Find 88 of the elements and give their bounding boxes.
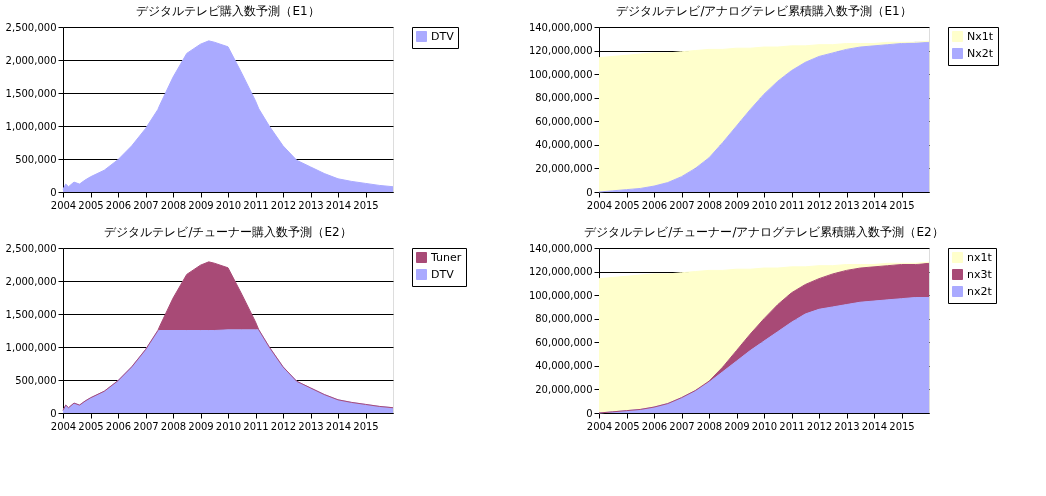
y-tick-label: 140,000,000 bbox=[528, 21, 593, 33]
x-tick-label: 2015 bbox=[353, 199, 379, 211]
x-tick-label: 2012 bbox=[806, 420, 833, 432]
x-tick-label: 2008 bbox=[160, 199, 187, 211]
chart-title: デジタルテレビ/アナログテレビ累積購入数予測（E1） bbox=[616, 4, 912, 18]
y-tick-label: 2,000,000 bbox=[5, 54, 57, 66]
x-tick-label: 2006 bbox=[641, 199, 668, 211]
x-tick-label: 2009 bbox=[188, 199, 214, 211]
y-tick-label: 500,000 bbox=[15, 153, 57, 165]
y-tick-label: 80,000,000 bbox=[535, 313, 593, 325]
x-tick-label: 2013 bbox=[298, 420, 324, 432]
x-tick-label: 2012 bbox=[270, 420, 297, 432]
x-tick-label: 2006 bbox=[105, 199, 132, 211]
x-tick-label: 2015 bbox=[889, 420, 915, 432]
x-tick-label: 2014 bbox=[325, 420, 352, 432]
x-tick-label: 2007 bbox=[669, 420, 695, 432]
legend-label: DTV bbox=[431, 267, 455, 281]
y-tick-label: 1,500,000 bbox=[5, 87, 57, 99]
x-tick-label: 2005 bbox=[614, 199, 640, 211]
x-tick-label: 2006 bbox=[641, 420, 668, 432]
x-tick-label: 2011 bbox=[243, 199, 269, 211]
x-tick-label: 2011 bbox=[779, 199, 805, 211]
x-tick-label: 2008 bbox=[696, 420, 723, 432]
y-tick-label: 2,000,000 bbox=[5, 275, 57, 287]
legend-label: Nx2t bbox=[967, 46, 994, 60]
legend-label: Tuner bbox=[430, 250, 462, 264]
y-tick-label: 100,000,000 bbox=[528, 68, 593, 80]
y-tick-label: 80,000,000 bbox=[535, 92, 593, 104]
x-tick-label: 2011 bbox=[779, 420, 805, 432]
y-tick-label: 2,500,000 bbox=[5, 21, 57, 33]
x-tick-label: 2014 bbox=[325, 199, 352, 211]
x-tick-label: 2005 bbox=[614, 420, 640, 432]
y-tick-label: 0 bbox=[50, 186, 57, 198]
chart-title: デジタルテレビ購入数予測（E1） bbox=[136, 4, 320, 18]
y-tick-label: 0 bbox=[586, 407, 593, 419]
y-tick-label: 500,000 bbox=[15, 374, 57, 386]
x-tick-label: 2009 bbox=[724, 199, 750, 211]
x-tick-label: 2011 bbox=[243, 420, 269, 432]
legend-label: Nx1t bbox=[967, 29, 994, 43]
x-tick-label: 2009 bbox=[724, 420, 750, 432]
x-tick-label: 2013 bbox=[298, 199, 324, 211]
x-tick-label: 2013 bbox=[834, 199, 860, 211]
legend-label: DTV bbox=[431, 29, 455, 43]
x-tick-label: 2015 bbox=[353, 420, 379, 432]
chart-title: デジタルテレビ/チューナー/アナログテレビ累積購入数予測（E2） bbox=[584, 225, 944, 239]
y-tick-label: 60,000,000 bbox=[535, 115, 593, 127]
x-tick-label: 2014 bbox=[861, 420, 888, 432]
x-tick-label: 2010 bbox=[215, 199, 242, 211]
y-tick-label: 100,000,000 bbox=[528, 289, 593, 301]
x-tick-label: 2015 bbox=[889, 199, 915, 211]
x-tick-label: 2008 bbox=[160, 420, 187, 432]
x-tick-label: 2006 bbox=[105, 420, 132, 432]
x-tick-label: 2010 bbox=[751, 199, 778, 211]
y-tick-label: 120,000,000 bbox=[528, 266, 593, 278]
x-tick-label: 2012 bbox=[806, 199, 833, 211]
x-tick-label: 2005 bbox=[78, 420, 104, 432]
y-tick-label: 40,000,000 bbox=[535, 139, 593, 151]
y-tick-label: 40,000,000 bbox=[535, 360, 593, 372]
legend-label: nx2t bbox=[967, 284, 993, 298]
x-tick-label: 2004 bbox=[586, 199, 613, 211]
y-tick-label: 120,000,000 bbox=[528, 45, 593, 57]
x-tick-label: 2008 bbox=[696, 199, 723, 211]
x-tick-label: 2012 bbox=[270, 199, 297, 211]
x-tick-label: 2007 bbox=[133, 199, 159, 211]
y-tick-label: 20,000,000 bbox=[535, 162, 593, 174]
y-tick-label: 0 bbox=[586, 186, 593, 198]
x-tick-label: 2004 bbox=[586, 420, 613, 432]
x-tick-label: 2007 bbox=[133, 420, 159, 432]
y-tick-label: 1,000,000 bbox=[5, 120, 57, 132]
y-tick-label: 140,000,000 bbox=[528, 242, 593, 254]
y-tick-label: 1,500,000 bbox=[5, 308, 57, 320]
x-tick-label: 2013 bbox=[834, 420, 860, 432]
x-tick-label: 2010 bbox=[215, 420, 242, 432]
y-tick-label: 0 bbox=[50, 407, 57, 419]
y-tick-label: 60,000,000 bbox=[535, 336, 593, 348]
y-tick-label: 20,000,000 bbox=[535, 383, 593, 395]
x-tick-label: 2004 bbox=[50, 420, 77, 432]
y-tick-label: 2,500,000 bbox=[5, 242, 57, 254]
x-tick-label: 2007 bbox=[669, 199, 695, 211]
legend-label: nx1t bbox=[967, 250, 993, 264]
legend-label: nx3t bbox=[967, 267, 993, 281]
x-tick-label: 2010 bbox=[751, 420, 778, 432]
y-tick-label: 1,000,000 bbox=[5, 341, 57, 353]
x-tick-label: 2004 bbox=[50, 199, 77, 211]
x-tick-label: 2005 bbox=[78, 199, 104, 211]
x-tick-label: 2009 bbox=[188, 420, 214, 432]
chart-title: デジタルテレビ/チューナー購入数予測（E2） bbox=[104, 225, 352, 239]
x-tick-label: 2014 bbox=[861, 199, 888, 211]
